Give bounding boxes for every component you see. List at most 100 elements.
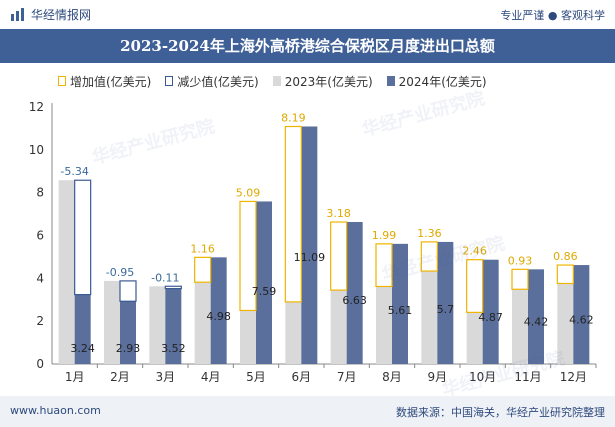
footer: www.huaon.com 数据来源：中国海关，华经产业研究院整理 xyxy=(0,396,615,427)
change-box-decrease xyxy=(119,280,137,302)
change-label-increase: 1.99 xyxy=(372,229,397,242)
bar-2024 xyxy=(346,222,363,364)
change-box-decrease xyxy=(164,285,182,290)
y-tick-label: 4 xyxy=(36,271,44,285)
change-box-increase xyxy=(284,125,302,303)
x-tick-label: 5月 xyxy=(246,370,266,384)
bar-2023 xyxy=(285,301,302,364)
bar-2023 xyxy=(330,290,347,364)
change-label-increase: 3.18 xyxy=(326,207,351,220)
change-label-increase: 2.46 xyxy=(462,245,487,258)
legend-swatch-2024 xyxy=(386,76,395,86)
legend: 增加值(亿美元) 减少值(亿美元) 2023年(亿美元) 2024年(亿美元) xyxy=(58,73,501,89)
bar-2024 xyxy=(120,301,136,364)
bar-2024 xyxy=(482,259,499,364)
legend-label-2023: 2023年(亿美元) xyxy=(284,74,373,89)
value-label-2024: 3.52 xyxy=(161,342,186,355)
x-tick-label: 6月 xyxy=(292,370,312,384)
brand-name: 华经情报网 xyxy=(31,8,92,22)
y-tick-label: 6 xyxy=(36,229,44,243)
change-label-increase: 0.86 xyxy=(553,250,578,263)
footer-website: www.huaon.com xyxy=(10,404,101,417)
x-tick-label: 7月 xyxy=(337,370,357,384)
value-label-2024: 4.98 xyxy=(206,310,231,323)
y-tick-label: 10 xyxy=(29,143,44,157)
legend-label-2024: 2024年(亿美元) xyxy=(398,74,487,89)
change-label-increase: 8.19 xyxy=(281,111,306,124)
y-tick-label: 0 xyxy=(36,357,44,371)
bar-2024 xyxy=(573,265,590,364)
legend-label-increase: 增加值(亿美元) xyxy=(70,74,152,89)
bar-2024 xyxy=(392,243,408,364)
value-label-2024: 11.09 xyxy=(294,251,326,264)
top-bar: 华经情报网 专业严谨 ● 客观科学 xyxy=(0,0,615,28)
change-box-increase xyxy=(556,264,574,285)
legend-item-2023: 2023年(亿美元) xyxy=(272,73,373,90)
footer-source: 数据来源：中国海关，华经产业研究院整理 xyxy=(396,406,605,419)
x-tick-label: 3月 xyxy=(156,370,176,384)
change-label-decrease: -0.95 xyxy=(106,266,134,279)
change-box-increase xyxy=(511,268,529,290)
bar-2024 xyxy=(437,241,454,364)
chart-plot: 0 2 4 6 8 10 12 1月 -5.34 3.24 2月 -0.95 2.93 3月 -0.11 3.… xyxy=(29,100,597,384)
bar-2024 xyxy=(210,257,227,364)
value-label-2024: 4.62 xyxy=(569,313,594,326)
change-label-increase: 5.09 xyxy=(236,186,261,199)
x-tick-label: 2月 xyxy=(110,370,130,384)
x-tick-label: 8月 xyxy=(382,370,402,384)
change-box-decrease xyxy=(74,179,92,296)
x-tick-label: 9月 xyxy=(428,370,448,384)
x-tick-label: 11月 xyxy=(514,370,541,384)
bar-2024 xyxy=(528,269,544,364)
value-label-2024: 7.59 xyxy=(252,285,277,298)
bar-2023 xyxy=(512,289,528,364)
change-box-increase xyxy=(239,200,257,312)
bar-2023 xyxy=(376,286,392,364)
change-label-decrease: -5.34 xyxy=(60,165,88,178)
y-tick-label: 2 xyxy=(36,314,44,328)
value-label-2024: 5.7 xyxy=(437,303,455,316)
legend-swatch-decrease xyxy=(165,76,174,86)
x-tick-label: 4月 xyxy=(201,370,221,384)
title-bar: 2023-2024年上海外高桥港综合保税区月度进出口总额 xyxy=(0,29,615,63)
value-label-2024: 4.42 xyxy=(524,315,549,328)
legend-label-decrease: 减少值(亿美元) xyxy=(177,74,259,89)
bar-2023 xyxy=(194,282,211,364)
change-label-increase: 0.93 xyxy=(508,254,533,267)
value-label-2024: 5.61 xyxy=(388,304,413,317)
change-label-increase: 1.36 xyxy=(417,227,442,240)
bar-2024 xyxy=(301,126,318,364)
slogan: 专业严谨 ● 客观科学 xyxy=(500,9,605,22)
x-tick-label: 1月 xyxy=(65,370,85,384)
change-box-increase xyxy=(194,256,212,283)
bar-2024 xyxy=(74,294,91,364)
change-label-increase: 1.16 xyxy=(190,242,215,255)
value-label-2024: 4.87 xyxy=(478,311,503,324)
value-label-2024: 2.93 xyxy=(116,342,141,355)
change-box-increase xyxy=(420,241,438,272)
brand: 华经情报网 xyxy=(10,6,91,23)
change-box-increase xyxy=(375,243,393,288)
bar-2023 xyxy=(421,271,438,364)
chart-title: 2023-2024年上海外高桥港综合保税区月度进出口总额 xyxy=(120,37,495,55)
bar-2023 xyxy=(58,180,75,364)
y-tick-label: 12 xyxy=(29,100,44,114)
bar-2024 xyxy=(256,201,272,364)
bar-2023 xyxy=(466,312,483,364)
brand-logo-icon xyxy=(11,7,24,21)
change-label-decrease: -0.11 xyxy=(151,271,179,284)
legend-item-increase: 增加值(亿美元) xyxy=(58,73,151,90)
y-tick-label: 8 xyxy=(36,186,44,200)
legend-swatch-increase xyxy=(58,76,66,86)
bar-2023 xyxy=(149,286,166,364)
change-box-increase xyxy=(330,221,348,291)
legend-swatch-2023 xyxy=(272,76,281,86)
value-label-2024: 6.63 xyxy=(342,294,367,307)
bar-2023 xyxy=(104,280,120,364)
value-label-2024: 3.24 xyxy=(70,342,95,355)
change-box-increase xyxy=(466,259,484,313)
legend-item-2024: 2024年(亿美元) xyxy=(386,73,487,90)
bar-2024 xyxy=(165,288,182,364)
legend-item-decrease: 减少值(亿美元) xyxy=(165,73,259,90)
bar-2023 xyxy=(557,283,574,364)
